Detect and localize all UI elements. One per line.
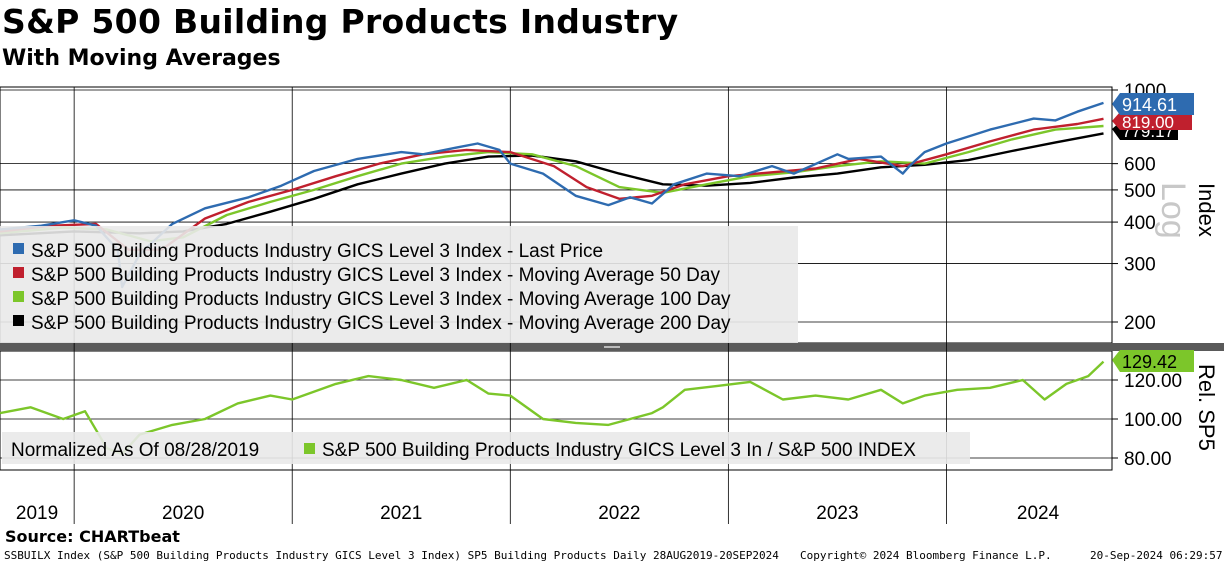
lower-series-group: [0, 360, 1105, 456]
upper-legend: S&P 500 Building Products Industry GICS …: [0, 226, 798, 343]
footer-security-description: SSBUILX Index (S&P 500 Building Products…: [4, 549, 779, 562]
flag-ma50-value: 819.00: [1122, 113, 1174, 132]
upper-legend-background: [0, 226, 798, 343]
legend-label-last-price: S&P 500 Building Products Industry GICS …: [31, 241, 603, 262]
footer-timestamp: 20-Sep-2024 06:29:57: [1090, 549, 1223, 562]
upper-tick-label: 200: [1124, 313, 1156, 334]
flag-relative-value: 129.42: [1122, 352, 1177, 372]
series-line-ma100: [0, 124, 1104, 243]
lower-legend: Normalized As Of 08/28/2019 S&P 500 Buil…: [2, 432, 970, 464]
legend-swatch-ma200: [13, 315, 24, 326]
flag-relative: 129.42: [1112, 350, 1194, 372]
x-tick-label: 2024: [1017, 503, 1060, 524]
x-tick-label: 2020: [162, 503, 204, 524]
legend-label-relative: S&P 500 Building Products Industry GICS …: [322, 440, 916, 461]
legend-label-ma50: S&P 500 Building Products Industry GICS …: [31, 265, 720, 286]
series-line-relative: [0, 360, 1105, 456]
footer-copyright: Copyright© 2024 Bloomberg Finance L.P.: [800, 549, 1052, 562]
lower-legend-background: [2, 432, 970, 464]
x-axis-labels: 2019 2020 2021 2022 2023 2024: [16, 503, 1060, 524]
upper-tick-label: 300: [1124, 255, 1156, 276]
x-tick-label: 2022: [598, 503, 640, 524]
log-scale-indicator: Log: [1154, 182, 1192, 239]
legend-swatch-relative: [304, 443, 315, 454]
flag-last-price: 914.61: [1112, 93, 1194, 115]
upper-tick-label: 600: [1124, 155, 1156, 176]
legend-swatch-ma100: [13, 291, 24, 302]
panel-divider-grip[interactable]: [604, 346, 620, 348]
lower-tick-label: 100.00: [1124, 410, 1182, 431]
lower-axis-ticks: 80.00 100.00 120.00: [1112, 371, 1182, 470]
x-tick-label: 2021: [380, 503, 422, 524]
chart-subtitle: With Moving Averages: [2, 46, 281, 71]
upper-tick-label: 500: [1124, 181, 1156, 202]
lower-tick-label: 120.00: [1124, 371, 1182, 392]
upper-tick-label: 400: [1124, 213, 1156, 234]
normalized-label: Normalized As Of 08/28/2019: [11, 440, 259, 461]
legend-label-ma100: S&P 500 Building Products Industry GICS …: [31, 289, 731, 310]
legend-swatch-last-price: [13, 243, 24, 254]
legend-swatch-ma50: [13, 267, 24, 278]
x-tick-label: 2023: [816, 503, 858, 524]
upper-axis-title: Index: [1194, 183, 1219, 237]
series-line-ma200: [0, 132, 1104, 237]
x-tick-label: 2019: [16, 503, 58, 524]
flag-last-price-value: 914.61: [1122, 95, 1177, 115]
flag-ma50: 819.00: [1112, 112, 1192, 132]
chart-title: S&P 500 Building Products Industry: [2, 2, 679, 41]
lower-axis-title: Rel. SP5: [1194, 364, 1219, 451]
source-label: Source: CHARTbeat: [5, 527, 180, 546]
lower-tick-label: 80.00: [1124, 449, 1172, 470]
legend-label-ma200: S&P 500 Building Products Industry GICS …: [31, 313, 731, 334]
